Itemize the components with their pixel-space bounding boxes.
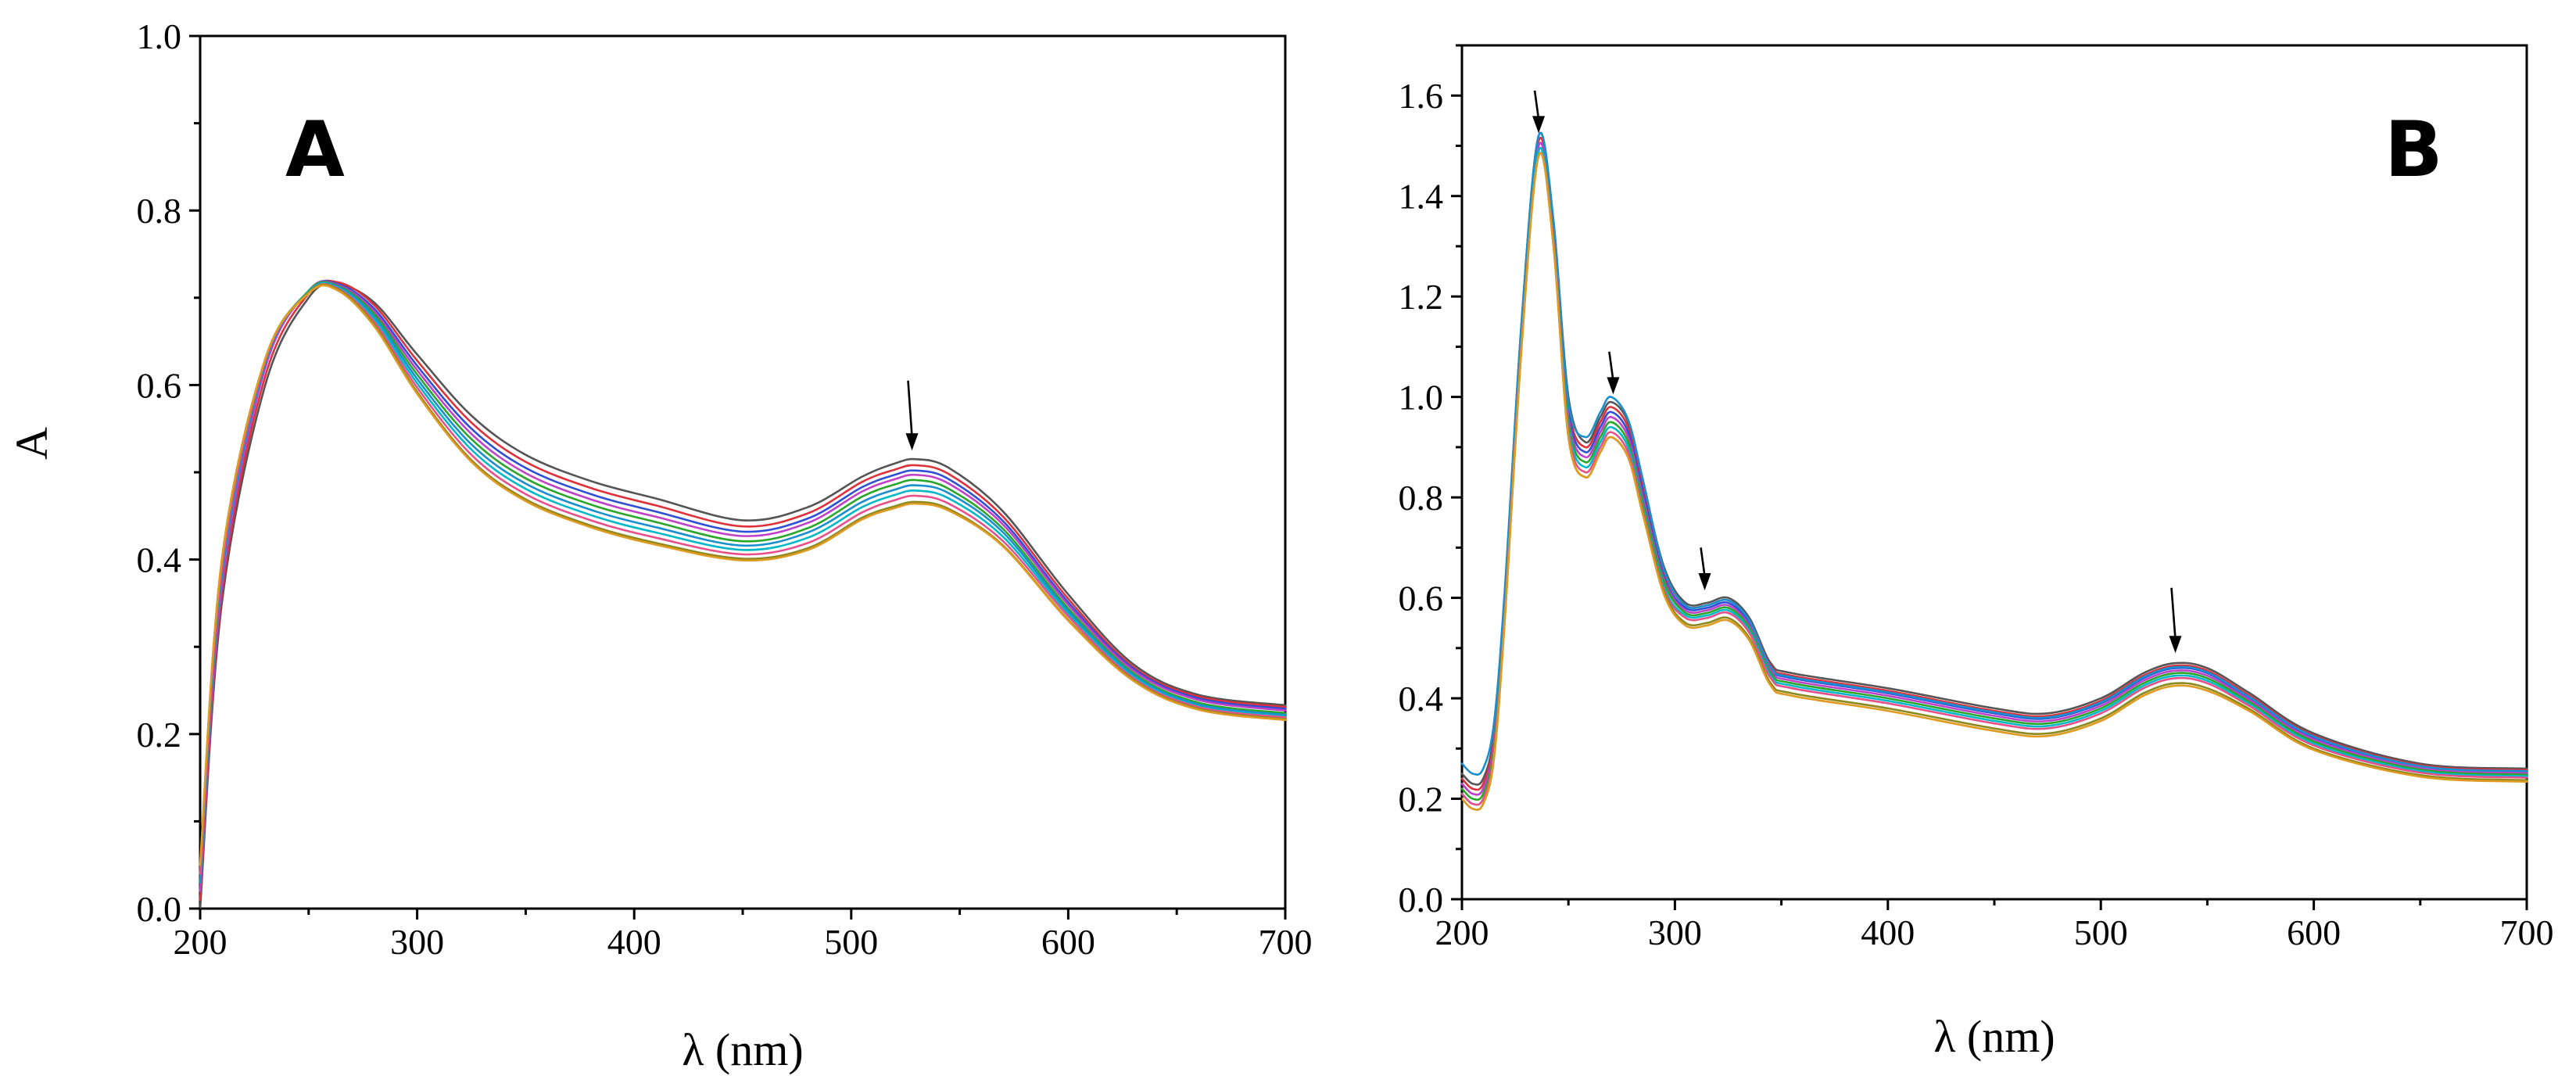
panel-a-plot-frame <box>199 34 1287 910</box>
panel-b-y-tick-label: 0.8 <box>1399 478 1444 518</box>
panel-b-y-tick-label: 1.2 <box>1399 277 1444 317</box>
panel-a-chart: 200 300 400 500 600 700 0.00.20.40.60.81.0 A … <box>6 16 1313 1075</box>
panel-b-spectrum-line-1 <box>1460 131 2528 786</box>
panel-a-spectrum-line-2 <box>199 279 1287 902</box>
panel-a-spectrum-line-8 <box>199 282 1287 875</box>
panel-b-spectrum-line-7 <box>1460 147 2528 806</box>
panel-a-x-tick-label: 400 <box>607 922 661 962</box>
panel-b-x-tick-label: 500 <box>2074 913 2128 952</box>
panel-a-y-tick-label: 1.0 <box>137 16 182 56</box>
panel-b-x-axis-title: λ (nm) <box>1933 1011 2055 1062</box>
panel-b-y-tick-label: 0.0 <box>1399 880 1444 920</box>
panel-a-arrows <box>905 380 919 451</box>
panel-b-spectrum-line-4 <box>1460 142 2528 796</box>
panel-b-y-axis: 0.0 0.2 0.4 0.6 0.8 1.0 1.2 1.4 1.6 <box>1399 44 1462 920</box>
panel-a-spectrum-line-4 <box>199 280 1287 892</box>
panel-b-arrow-shaft <box>1533 90 1540 120</box>
panel-b-arrow-head <box>1698 572 1711 590</box>
panel-a-spectra <box>199 279 1287 910</box>
panel-a-y-tick-label: 0.2 <box>137 715 182 755</box>
panel-a-spectrum-line-7 <box>199 281 1287 875</box>
panel-b-spectrum-line-3 <box>1460 142 2528 796</box>
panel-b-arrows <box>1532 90 2182 654</box>
panel-a-label: A <box>285 106 345 195</box>
panel-a-spectrum-line-6 <box>199 281 1287 884</box>
panel-a-y-tick-label: 0.8 <box>137 191 182 231</box>
panel-b-y-tick-label: 0.2 <box>1399 780 1444 819</box>
panel-b-x-tick-label: 400 <box>1861 913 1915 952</box>
panel-a-spectrum-line-3 <box>199 280 1287 892</box>
panel-a-x-axis: 200 300 400 500 600 700 <box>174 909 1313 962</box>
panel-b-x-tick-label: 700 <box>2500 913 2554 952</box>
panel-b-x-axis: 200 300 400 500 600 700 <box>1435 899 2554 952</box>
panel-b-spectrum-line-5 <box>1460 147 2528 801</box>
panel-b-y-tick-label: 1.0 <box>1399 378 1444 418</box>
panel-b-y-tick-label: 0.6 <box>1399 579 1444 619</box>
panel-b-arrow-head <box>1532 116 1546 134</box>
panel-b-spectra <box>1460 131 2528 811</box>
panel-a-x-tick-label: 200 <box>174 922 228 962</box>
panel-b-arrow-shaft <box>1700 547 1706 577</box>
panel-b-x-tick-label: 300 <box>1648 913 1702 952</box>
panel-b-y-tick-label: 0.4 <box>1399 679 1444 719</box>
panel-a-spectrum-line-10 <box>199 284 1287 866</box>
panel-b-arrow-head <box>1607 377 1620 395</box>
panel-a-x-tick-label: 500 <box>824 922 878 962</box>
panel-b-y-tick-label: 1.6 <box>1399 76 1444 116</box>
panel-b-x-tick-label: 600 <box>2287 913 2341 952</box>
panel-a-spectrum-line-5 <box>199 281 1287 884</box>
panel-a-x-axis-title: λ (nm) <box>682 1024 803 1075</box>
panel-a-x-tick-label: 700 <box>1259 922 1313 962</box>
panel-b-arrow-head <box>2169 636 2182 654</box>
panel-a-spectrum-line-1 <box>199 282 1287 910</box>
panel-b-spectrum-line-10 <box>1460 152 2528 811</box>
panel-a-y-axis: 0.0 0.2 0.4 0.6 0.8 1.0 <box>137 16 200 929</box>
panel-a-y-tick-label: 0.6 <box>137 365 182 405</box>
panel-b-y-tick-label: 1.4 <box>1399 177 1444 217</box>
panel-b-arrow-shaft <box>1608 351 1614 381</box>
panel-b-label: B <box>2384 106 2443 195</box>
panel-a-y-axis-title: A <box>6 427 57 460</box>
panel-a-x-tick-label: 300 <box>390 922 444 962</box>
panel-b-spectrum-line-2 <box>1460 137 2528 791</box>
panel-b-chart: 200 300 400 500 600 700 0.0 0.2 0.4 0.6 0.8 1.0 1.2… <box>1399 44 2554 1062</box>
panel-b-x-tick-label: 200 <box>1435 913 1489 952</box>
panel-b-plot-frame <box>1460 44 2528 901</box>
panel-b-spectrum-line-6 <box>1460 131 2528 776</box>
panel-a-spectrum-line-9 <box>199 283 1287 866</box>
panel-a-arrow-shaft <box>907 380 913 437</box>
panel-b-arrow-shaft <box>2170 587 2177 640</box>
panel-a-arrow-head <box>905 433 919 451</box>
panel-a-x-tick-label: 600 <box>1041 922 1095 962</box>
panel-b-spectrum-line-8 <box>1460 152 2528 806</box>
panel-a-y-tick-label: 0.4 <box>137 540 182 580</box>
panel-a-y-tick-label: 0.0 <box>137 889 182 929</box>
